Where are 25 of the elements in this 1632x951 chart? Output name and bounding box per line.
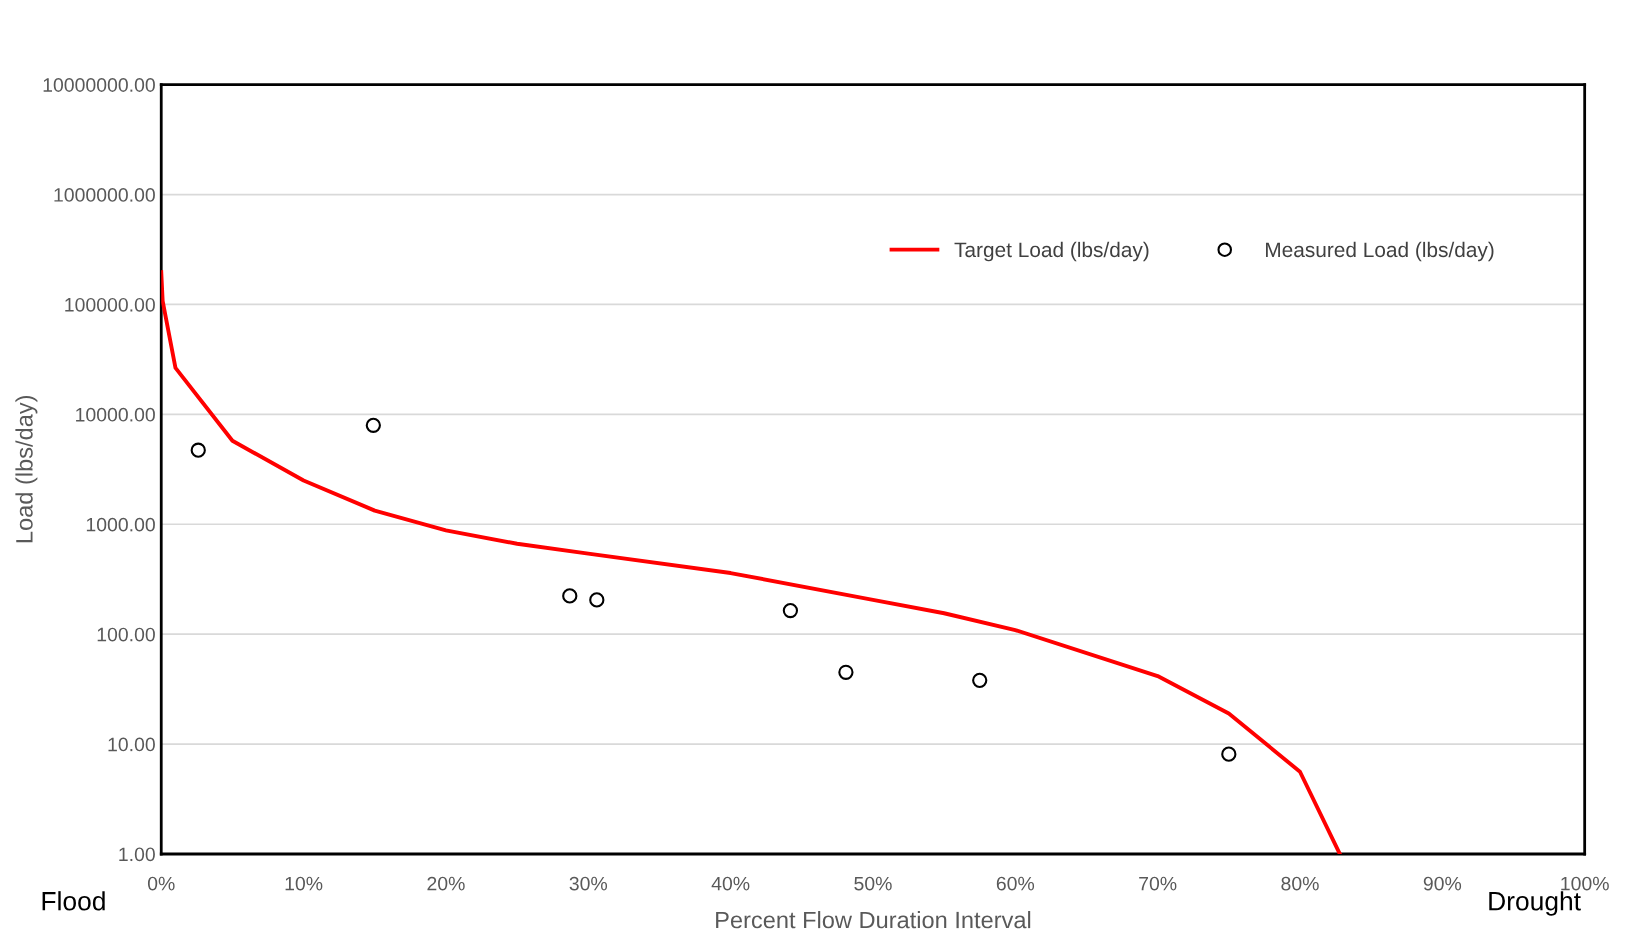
y-tick-label: 100000.00 bbox=[65, 297, 155, 312]
x-tick-label: 40% bbox=[711, 876, 750, 891]
x-tick-label: 80% bbox=[1281, 876, 1319, 891]
y-tick-label: 100.00 bbox=[97, 627, 155, 642]
x-tick-label: 30% bbox=[569, 876, 608, 891]
legend-label: Measured Load (lbs/day) bbox=[1266, 241, 1494, 262]
y-tick-label: 1.00 bbox=[119, 847, 155, 862]
x-tick-label: 60% bbox=[996, 876, 1035, 891]
x-tick-label: 90% bbox=[1423, 876, 1462, 891]
y-tick-label: 1000.00 bbox=[86, 517, 155, 532]
x-tick-label: 0% bbox=[147, 876, 175, 891]
x-tick-label: 100% bbox=[1561, 876, 1609, 891]
x-axis-title: Percent Flow Duration Interval bbox=[716, 911, 1031, 929]
x-tick-label: 20% bbox=[427, 876, 465, 891]
legend-label: Target Load (lbs/day) bbox=[954, 241, 1149, 262]
y-tick-label: 10000.00 bbox=[76, 407, 155, 422]
y-tick-label: 10000000.00 bbox=[43, 78, 155, 92]
y-tick-label: 10.00 bbox=[108, 737, 155, 752]
x-tick-label: 50% bbox=[854, 876, 892, 891]
y-axis-title: Load (lbs/day) bbox=[15, 395, 38, 543]
x-tick-label: 70% bbox=[1139, 876, 1177, 891]
text: Drought bbox=[1489, 891, 1581, 916]
x-tick-label: 10% bbox=[285, 876, 323, 891]
y-tick-label: 1000000.00 bbox=[54, 188, 155, 202]
text: Flood bbox=[42, 891, 105, 911]
